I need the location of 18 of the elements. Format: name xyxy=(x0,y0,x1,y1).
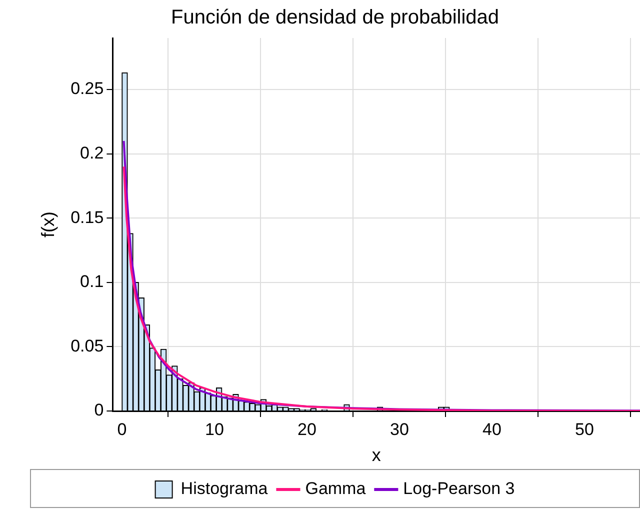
x-axis-title: x xyxy=(372,445,381,466)
legend-label: Gamma xyxy=(305,479,366,498)
y-tick-label: 0 xyxy=(94,400,104,420)
y-tick-label: 0.25 xyxy=(70,79,104,98)
x-tick-label: 40 xyxy=(482,420,502,439)
legend-label: Histograma xyxy=(180,479,268,498)
x-tick-label: 30 xyxy=(390,420,409,439)
y-tick-label: 0.2 xyxy=(80,143,104,162)
chart-title: Función de densidad de probabilidad xyxy=(170,6,500,29)
x-tick-label: 20 xyxy=(298,420,316,439)
x-tick-label: 10 xyxy=(204,420,224,439)
y-tick-label: 0.1 xyxy=(80,272,104,292)
y-tick-label: 0.15 xyxy=(70,208,104,227)
x-tick-label: 0 xyxy=(117,420,127,439)
legend-label: Log-Pearson 3 xyxy=(403,479,515,498)
x-tick-label: 50 xyxy=(575,420,594,439)
y-tick-label: 0.05 xyxy=(70,336,104,356)
y-axis-title: f(x) xyxy=(38,212,58,238)
